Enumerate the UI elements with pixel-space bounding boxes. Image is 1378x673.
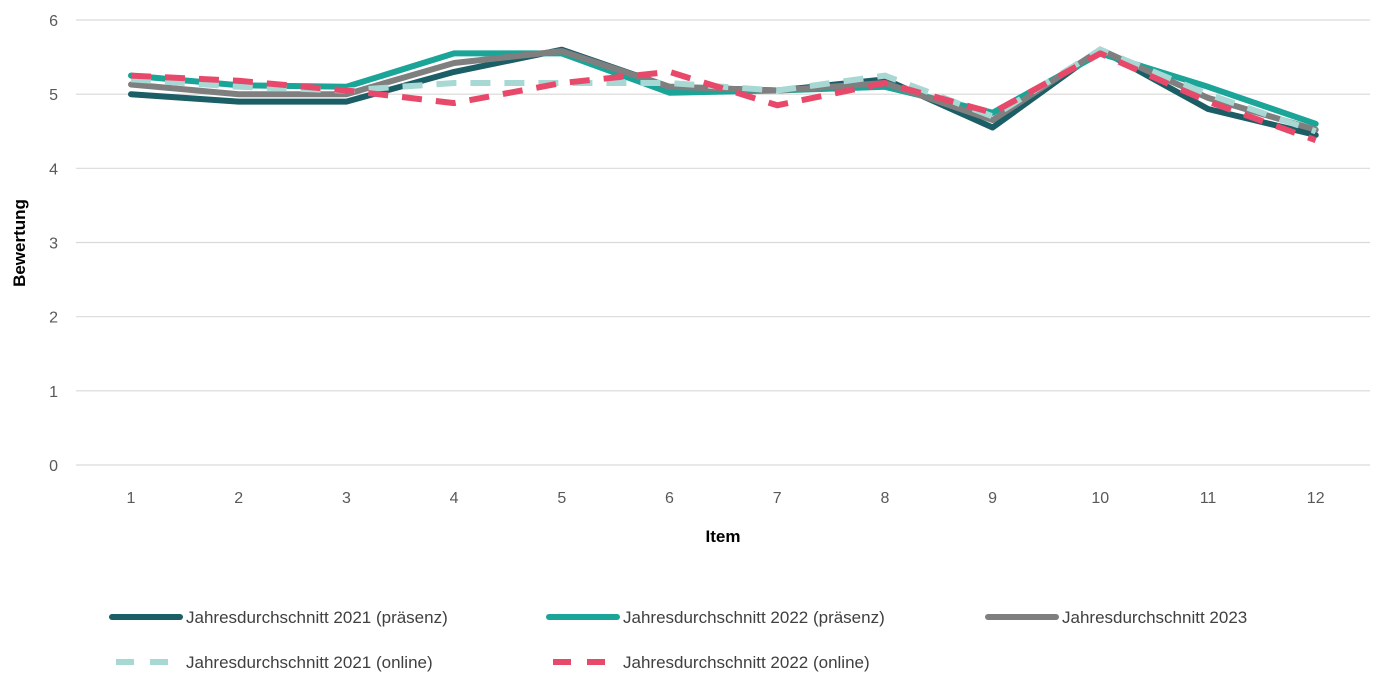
legend-label: Jahresdurchschnitt 2023 — [1062, 608, 1247, 627]
x-tick-label: 12 — [1307, 490, 1325, 507]
y-axis-ticks: 0 1 2 3 4 5 6 — [49, 13, 58, 475]
x-tick-label: 6 — [665, 490, 674, 507]
y-tick-label: 1 — [49, 384, 58, 401]
y-tick-label: 3 — [49, 236, 58, 253]
x-tick-label: 10 — [1091, 490, 1109, 507]
x-axis-ticks: 1 2 3 4 5 6 7 8 9 10 11 12 — [127, 490, 1325, 507]
y-tick-label: 4 — [49, 161, 58, 178]
y-axis-title: Bewertung — [10, 199, 29, 287]
x-tick-label: 3 — [342, 490, 351, 507]
legend-label: Jahresdurchschnitt 2022 (präsenz) — [623, 608, 885, 627]
legend-label: Jahresdurchschnitt 2022 (online) — [623, 653, 870, 672]
y-tick-label: 5 — [49, 87, 58, 104]
series-lines — [128, 46, 1319, 144]
x-tick-label: 2 — [234, 490, 243, 507]
x-tick-label: 11 — [1200, 490, 1217, 507]
legend-item-2: Jahresdurchschnitt 2022 (präsenz) — [546, 608, 885, 627]
x-tick-label: 1 — [127, 490, 136, 507]
y-tick-label: 2 — [49, 310, 58, 327]
legend-label: Jahresdurchschnitt 2021 (präsenz) — [186, 608, 448, 627]
legend: Jahresdurchschnitt 2021 (präsenz) Jahresd… — [109, 608, 1247, 672]
series-line-4 — [130, 46, 1317, 135]
legend-item-5: Jahresdurchschnitt 2022 (online) — [549, 653, 870, 672]
y-tick-label: 0 — [49, 458, 58, 475]
x-axis-title: Item — [706, 527, 741, 546]
x-tick-label: 5 — [557, 490, 566, 507]
x-tick-label: 8 — [880, 490, 889, 507]
y-tick-label: 6 — [49, 13, 58, 30]
x-tick-label: 9 — [988, 490, 997, 507]
legend-item-3: Jahresdurchschnitt 2023 — [985, 608, 1247, 627]
x-tick-label: 4 — [450, 490, 459, 507]
legend-label: Jahresdurchschnitt 2021 (online) — [186, 653, 433, 672]
x-tick-label: 7 — [773, 490, 782, 507]
legend-item-1: Jahresdurchschnitt 2021 (präsenz) — [109, 608, 448, 627]
legend-item-4: Jahresdurchschnitt 2021 (online) — [112, 653, 433, 672]
